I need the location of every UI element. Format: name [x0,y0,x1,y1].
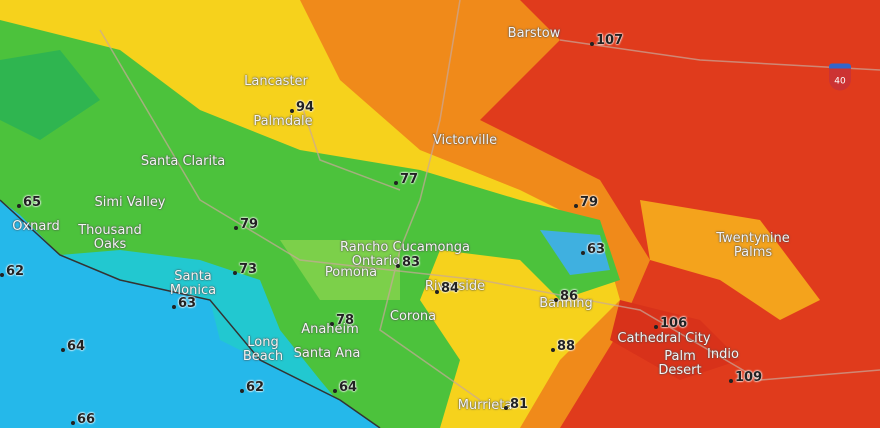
temperature-label: 109 [728,370,763,385]
city-label: Victorville [432,133,498,148]
city-label: Corona [389,309,437,324]
city-label: Santa Clarita [140,154,226,169]
temperature-label: 86 [553,289,579,304]
city-label: Ontario [351,254,401,269]
temperature-label: 66 [70,412,96,427]
temperature-label: 106 [653,316,688,331]
temperature-label: 65 [16,195,42,210]
temperature-label: 62 [0,264,25,279]
city-label: Banning [539,296,593,311]
temperature-label: 63 [580,242,606,257]
temperature-label: 84 [434,281,460,296]
city-label: Anaheim [301,322,359,337]
temperature-label: 78 [329,313,355,328]
temperature-label: 107 [589,33,624,48]
city-label: Oxnard [12,219,60,234]
city-label: Pomona [324,265,378,280]
city-label: Indio [707,347,739,362]
city-label: Rancho Cucamonga [340,240,470,255]
city-label: Thousand Oaks [78,223,142,252]
city-label: Simi Valley [94,195,166,210]
temperature-label: 62 [239,380,265,395]
city-label: Cathedral City [617,331,711,346]
city-label: Long Beach [242,335,284,364]
city-label: Santa Ana [293,346,361,361]
city-label: Santa Monica [169,269,217,298]
temperature-label: 64 [60,339,86,354]
temperature-label: 88 [550,339,576,354]
interstate-shield: 40 [829,63,851,91]
city-label: Riverside [424,279,486,294]
city-label: Lancaster [244,74,308,89]
temperature-label: 83 [395,255,421,270]
city-label: Twentynine Palms [716,231,790,260]
temperature-label: 94 [289,100,315,115]
temperature-label: 73 [232,262,258,277]
temperature-label: 79 [233,217,259,232]
temperature-label: 77 [393,172,419,187]
city-label: Barstow [507,26,561,41]
temperature-label: 79 [573,195,599,210]
temperature-label: 81 [503,397,529,412]
city-label: Murrieta [457,398,513,413]
city-label: Palmdale [253,114,313,129]
temperature-label: 63 [171,296,197,311]
temperature-label: 64 [332,380,358,395]
city-label: Palm Desert [658,349,702,378]
